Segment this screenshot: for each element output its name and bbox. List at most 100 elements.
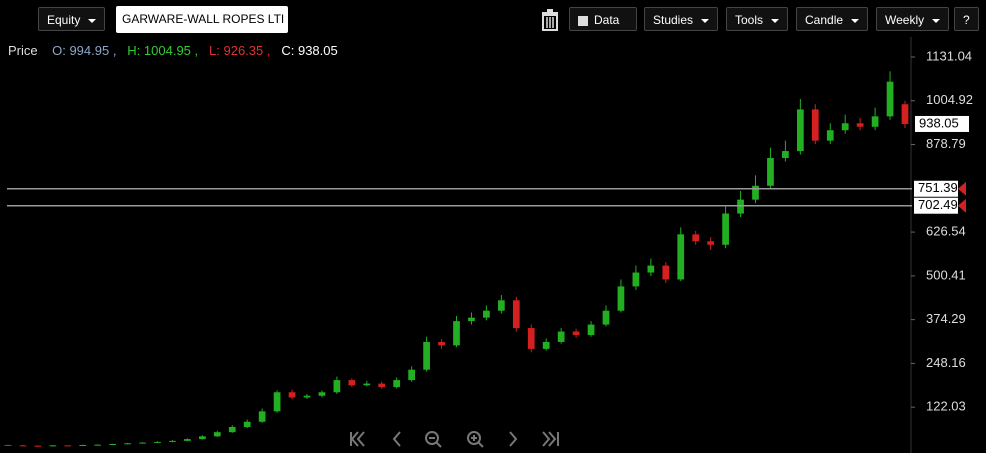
symbol-input[interactable]: GARWARE-WALL ROPES LTI bbox=[116, 6, 288, 33]
price-label: Price bbox=[8, 43, 38, 58]
candle-body bbox=[782, 151, 789, 158]
label: Candle bbox=[805, 13, 844, 27]
candle-body bbox=[333, 380, 341, 393]
candle-body bbox=[587, 324, 595, 335]
candle-body bbox=[826, 130, 834, 141]
low-value: 926.35 bbox=[223, 43, 264, 58]
low-label: L: bbox=[209, 43, 220, 58]
candle-body bbox=[752, 185, 759, 200]
level-label-box bbox=[914, 180, 958, 197]
candle-body bbox=[273, 392, 281, 412]
candle-body bbox=[378, 383, 386, 388]
last-price-label: 938.05 bbox=[919, 115, 959, 130]
chart-type-dropdown[interactable]: Candle bbox=[796, 7, 869, 31]
sep: , bbox=[112, 43, 117, 58]
candle-body bbox=[647, 265, 655, 273]
candle-body bbox=[901, 104, 909, 124]
candle-body bbox=[617, 286, 625, 311]
candle-body bbox=[722, 213, 729, 245]
candle-body bbox=[423, 341, 430, 370]
candle-body bbox=[169, 440, 176, 442]
candle-body bbox=[871, 116, 879, 127]
studies-dropdown[interactable]: Studies bbox=[644, 7, 719, 31]
candle-body bbox=[288, 392, 296, 398]
delete-icon[interactable] bbox=[540, 9, 560, 31]
help-button[interactable]: ? bbox=[954, 7, 979, 31]
candle-body bbox=[408, 369, 416, 381]
candle-body bbox=[497, 300, 505, 311]
toolbar: Equity GARWARE-WALL ROPES LTI Data Studi… bbox=[0, 0, 986, 37]
candle-body bbox=[512, 300, 520, 329]
candle-body bbox=[198, 436, 206, 440]
candle-body bbox=[767, 158, 774, 186]
candle-body bbox=[393, 380, 401, 388]
level-label: 702.49 bbox=[918, 197, 958, 212]
y-tick-label: 248.16 bbox=[926, 355, 966, 370]
candle-body bbox=[707, 241, 715, 245]
zoom-in[interactable] bbox=[467, 431, 484, 448]
candle-body bbox=[886, 81, 894, 117]
sep: , bbox=[266, 43, 271, 58]
ohlc-header: Price O: 994.95 , H: 1004.95 , L: 926.35… bbox=[8, 43, 338, 58]
candle-body bbox=[228, 426, 236, 433]
last-price-box bbox=[915, 115, 969, 132]
candle-body bbox=[602, 310, 610, 325]
candle-body bbox=[109, 443, 117, 445]
candle-body bbox=[184, 439, 191, 441]
candle-body bbox=[348, 380, 356, 386]
candle-body bbox=[19, 445, 27, 447]
y-tick-label: 1004.92 bbox=[926, 92, 973, 107]
label: Tools bbox=[735, 13, 764, 27]
y-tick-label: 626.54 bbox=[926, 224, 966, 239]
candle-body bbox=[557, 331, 565, 342]
candle-body bbox=[64, 445, 72, 447]
sep: , bbox=[194, 43, 199, 58]
high-value: 1004.95 bbox=[143, 43, 191, 58]
nav-first[interactable] bbox=[350, 431, 365, 447]
candle-body bbox=[662, 265, 670, 280]
candle-body bbox=[79, 445, 87, 447]
candle-body bbox=[154, 441, 161, 443]
open-label: O: bbox=[52, 43, 66, 58]
candle-body bbox=[453, 321, 460, 346]
candle-body bbox=[527, 328, 535, 349]
level-label-box bbox=[914, 197, 958, 214]
instrument-dropdown[interactable]: Equity bbox=[38, 7, 106, 31]
candle-body bbox=[468, 317, 475, 322]
zoom-out[interactable] bbox=[425, 431, 442, 448]
close-value: 938.05 bbox=[297, 43, 338, 58]
data-button[interactable]: Data bbox=[569, 7, 637, 31]
close-label: C: bbox=[281, 43, 295, 58]
candle-body bbox=[677, 234, 685, 280]
candle-body bbox=[483, 310, 490, 318]
candle-body bbox=[841, 123, 849, 131]
nav-controls[interactable] bbox=[350, 431, 559, 448]
candle-body bbox=[796, 109, 804, 152]
period-dropdown[interactable]: Weekly bbox=[876, 7, 950, 31]
label: Data bbox=[594, 13, 620, 27]
candle-body bbox=[139, 442, 146, 444]
tools-dropdown[interactable]: Tools bbox=[726, 7, 789, 31]
candle-body bbox=[124, 443, 131, 445]
label: Equity bbox=[47, 13, 81, 27]
level-marker bbox=[958, 181, 966, 196]
candle-body bbox=[572, 331, 580, 335]
candle-body bbox=[737, 199, 744, 214]
nav-last[interactable] bbox=[542, 431, 559, 447]
nav-prev[interactable] bbox=[392, 431, 401, 447]
level-marker bbox=[958, 198, 966, 213]
candle-body bbox=[856, 123, 864, 127]
candle-body bbox=[49, 445, 57, 447]
candle-body bbox=[318, 392, 326, 396]
candle-body bbox=[811, 109, 819, 141]
candle-body bbox=[303, 395, 311, 398]
y-tick-label: 1131.04 bbox=[926, 48, 972, 63]
level-label: 751.39 bbox=[918, 180, 958, 195]
candle-body bbox=[243, 421, 251, 427]
candle-body bbox=[258, 411, 266, 422]
y-tick-label: 122.03 bbox=[926, 399, 966, 414]
high-label: H: bbox=[127, 43, 141, 58]
nav-next[interactable] bbox=[509, 431, 518, 447]
